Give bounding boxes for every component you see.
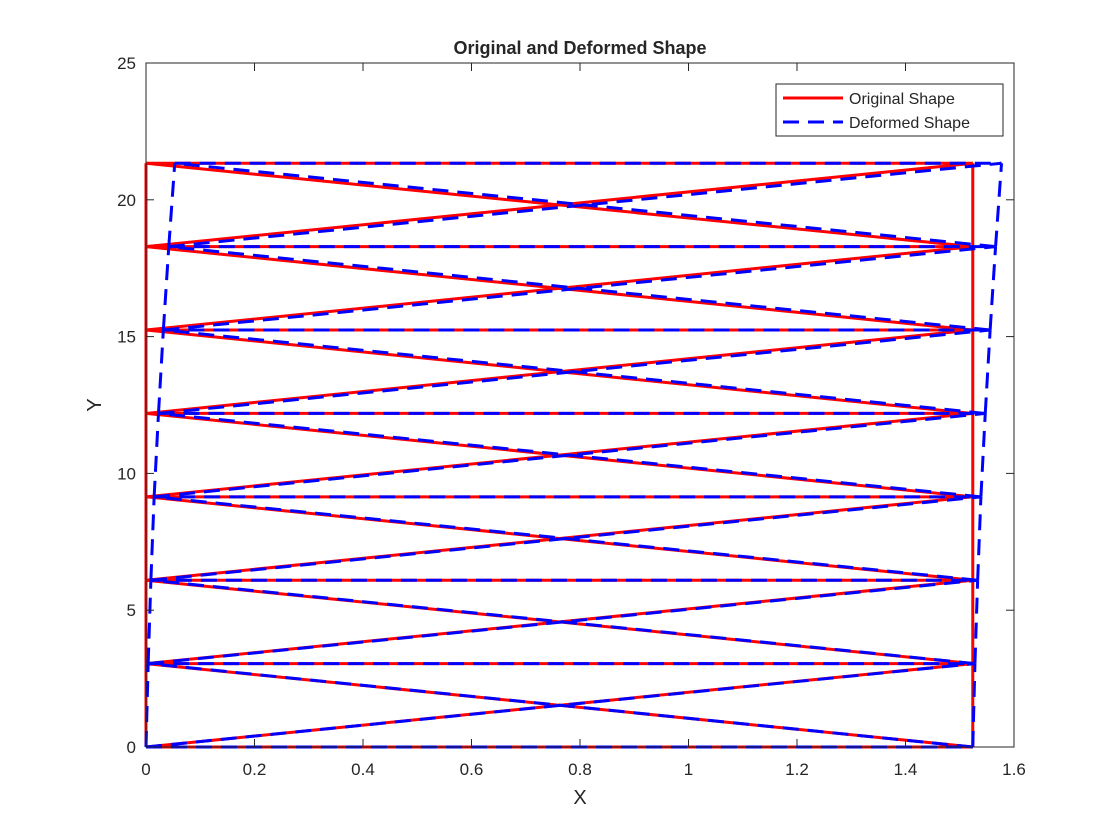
y-axis-ticks: 0 5 10 15 20 25 — [117, 54, 1014, 757]
deformed-member-line — [971, 663, 977, 748]
deformed-member-line — [973, 580, 980, 664]
x-tick-label: 1.2 — [785, 760, 809, 779]
deformed-member-line — [168, 245, 991, 332]
deformed-member-line — [149, 496, 156, 581]
x-tick-label: 0.2 — [243, 760, 267, 779]
deformed-member-line — [150, 578, 976, 666]
original-member-line — [145, 161, 973, 249]
deformed-member-line — [994, 163, 1004, 247]
y-tick-label: 10 — [117, 464, 136, 483]
original-member-line — [145, 245, 973, 332]
deformed-member-line — [153, 411, 986, 499]
legend: Original Shape Deformed Shape — [775, 83, 1004, 137]
y-tick-label: 0 — [127, 738, 136, 757]
legend-box — [775, 83, 1004, 137]
deformed-member-line — [145, 662, 976, 749]
deformed-member-line — [146, 580, 153, 664]
y-tick-label: 25 — [117, 54, 136, 73]
x-tick-label: 1.6 — [1002, 760, 1026, 779]
deformed-member-line — [976, 496, 983, 581]
legend-label-deformed: Deformed Shape — [849, 115, 970, 132]
deformed-member-line — [163, 328, 986, 415]
deformed-member-line — [152, 413, 160, 497]
deformed-member-line — [158, 328, 991, 415]
deformed-member-line — [156, 329, 165, 414]
deformed-member-line — [168, 161, 1002, 249]
deformed-member-line — [983, 329, 992, 414]
deformed-member-line — [148, 578, 978, 666]
deformed-member-line — [161, 246, 171, 331]
deformed-shape-series — [144, 161, 1004, 749]
x-tick-label: 1.4 — [894, 760, 918, 779]
deformed-member-line — [163, 245, 996, 332]
x-axis-label: X — [573, 787, 586, 809]
y-tick-label: 15 — [117, 328, 136, 347]
deformed-member-line — [988, 246, 998, 331]
y-axis-label: Y — [84, 398, 106, 411]
y-tick-label: 5 — [127, 601, 136, 620]
deformed-member-line — [158, 411, 982, 499]
deformed-member-line — [174, 161, 996, 249]
deformed-member-line — [150, 495, 982, 582]
deformed-member-line — [167, 163, 177, 247]
deformed-member-line — [153, 495, 978, 582]
deformed-member-line — [148, 662, 973, 749]
x-tick-label: 0.6 — [460, 760, 484, 779]
y-tick-label: 20 — [117, 191, 136, 210]
x-tick-label: 0.4 — [351, 760, 375, 779]
legend-label-original: Original Shape — [849, 91, 955, 108]
x-tick-label: 0.8 — [568, 760, 592, 779]
chart-title: Original and Deformed Shape — [453, 38, 706, 58]
x-tick-label: 1 — [684, 760, 693, 779]
deformed-member-line — [979, 413, 987, 497]
x-tick-label: 0 — [141, 760, 150, 779]
x-axis-ticks: 0 0.2 0.4 0.6 0.8 1 1.2 1.4 1.6 — [141, 63, 1026, 779]
